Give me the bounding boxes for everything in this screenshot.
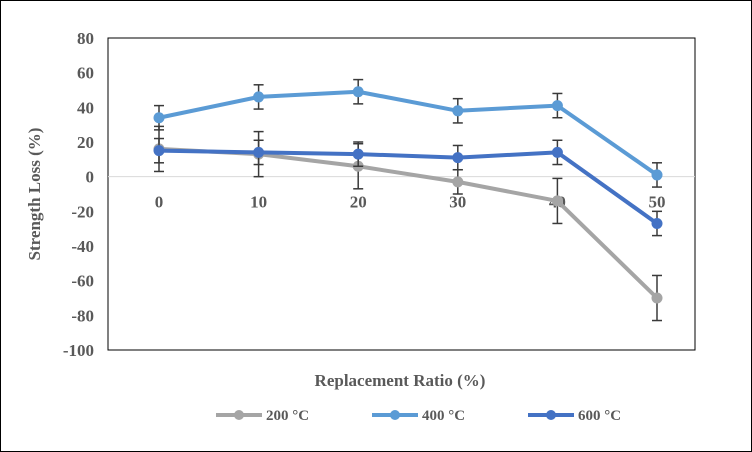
y-tick-label: 20: [77, 133, 94, 152]
y-axis-ticks: 80 60 40 20 0 -20 -40 -60 -80 -100: [63, 29, 94, 360]
series-point: [651, 169, 663, 181]
plot-area: [107, 37, 696, 351]
y-tick-label: -40: [71, 237, 94, 256]
x-axis-title: Replacement Ratio (%): [315, 371, 486, 390]
y-tick-label: 60: [77, 64, 94, 83]
series-point: [452, 152, 464, 164]
y-tick-label: -80: [71, 306, 94, 325]
series-point: [352, 148, 364, 160]
legend-item-0: 200 °C: [216, 408, 309, 424]
series-point: [551, 146, 563, 158]
series-point: [452, 176, 464, 188]
x-tick-label: 30: [449, 193, 466, 212]
y-tick-label: 40: [77, 98, 94, 117]
x-tick-label: 10: [250, 193, 267, 212]
y-tick-label: -60: [71, 272, 94, 291]
x-axis-ticks: 01020304050: [155, 193, 666, 212]
legend-swatch-marker: [390, 410, 400, 420]
x-tick-label: 0: [155, 193, 164, 212]
legend-swatch-marker: [546, 410, 556, 420]
series-point: [352, 86, 364, 98]
y-axis-title: Strength Loss (%): [25, 128, 44, 261]
y-tick-label: 0: [86, 168, 95, 187]
series-line: [158, 148, 659, 226]
series-line: [158, 89, 659, 177]
x-tick-label: 50: [649, 193, 666, 212]
legend-label: 600 °C: [578, 408, 621, 424]
x-tick-label: 20: [350, 193, 367, 212]
series-point: [551, 195, 563, 207]
y-tick-label: 80: [77, 29, 94, 48]
series-point: [253, 146, 265, 158]
series-point: [651, 292, 663, 304]
series-layer: [153, 78, 663, 322]
legend-item-2: 600 °C: [528, 408, 621, 424]
y-tick-label: -100: [63, 341, 94, 360]
series-2: [153, 137, 663, 237]
series-point: [253, 91, 265, 103]
legend-label: 400 °C: [422, 408, 465, 424]
legend-item-1: 400 °C: [372, 408, 465, 424]
legend: 200 °C 400 °C 600 °C: [216, 408, 621, 424]
series-point: [153, 112, 165, 124]
series-point: [452, 105, 464, 117]
y-tick-label: -20: [71, 202, 94, 221]
series-point: [153, 145, 165, 157]
series-point: [551, 100, 563, 112]
series-point: [651, 217, 663, 229]
legend-label: 200 °C: [266, 408, 309, 424]
legend-swatch-marker: [234, 410, 244, 420]
series-1: [153, 78, 663, 188]
